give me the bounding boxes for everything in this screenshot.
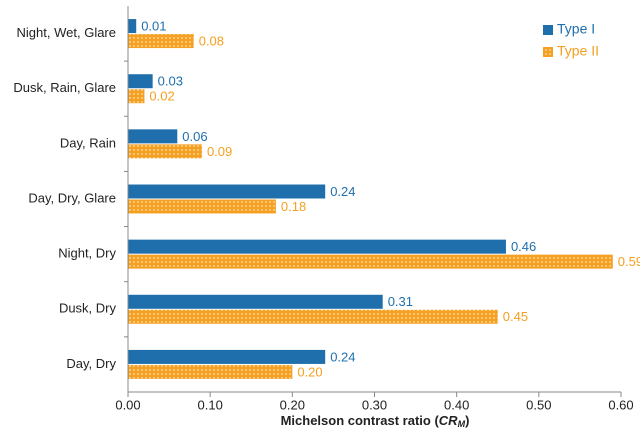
x-tick-label: 0.50 bbox=[526, 397, 551, 412]
value-label: 0.45 bbox=[503, 309, 528, 324]
x-tick-label: 0.20 bbox=[280, 397, 305, 412]
legend-swatch bbox=[543, 47, 553, 57]
y-tick-label: Night, Wet, Glare bbox=[17, 25, 116, 40]
value-label: 0.18 bbox=[281, 199, 306, 214]
bar bbox=[128, 239, 506, 254]
bar bbox=[128, 364, 293, 379]
value-label: 0.24 bbox=[330, 349, 355, 364]
x-tick-label: 0.10 bbox=[198, 397, 223, 412]
bar bbox=[128, 129, 178, 144]
value-label: 0.02 bbox=[149, 89, 174, 104]
y-tick-label: Day, Rain bbox=[60, 135, 116, 150]
bar bbox=[128, 144, 202, 159]
value-label: 0.01 bbox=[141, 19, 166, 34]
x-tick-label: 0.60 bbox=[608, 397, 633, 412]
bar bbox=[128, 199, 276, 214]
legend-label: Type I bbox=[557, 21, 595, 37]
value-label: 0.20 bbox=[297, 364, 322, 379]
value-label: 0.31 bbox=[388, 294, 413, 309]
bar bbox=[128, 349, 326, 364]
bar bbox=[128, 309, 498, 324]
bar bbox=[128, 34, 194, 49]
legend-swatch bbox=[543, 25, 553, 35]
bar bbox=[128, 254, 613, 269]
value-label: 0.24 bbox=[330, 184, 355, 199]
x-tick-label: 0.40 bbox=[444, 397, 469, 412]
x-tick-label: 0.00 bbox=[115, 397, 140, 412]
x-axis-label: Michelson contrast ratio (CRM) bbox=[281, 413, 470, 429]
value-label: 0.06 bbox=[182, 129, 207, 144]
value-label: 0.46 bbox=[511, 239, 536, 254]
y-tick-label: Dusk, Dry bbox=[59, 301, 117, 316]
y-tick-label: Day, Dry, Glare bbox=[28, 190, 116, 205]
y-tick-label: Dusk, Rain, Glare bbox=[13, 80, 116, 95]
bar bbox=[128, 184, 326, 199]
value-label: 0.59 bbox=[618, 254, 640, 269]
y-tick-label: Night, Dry bbox=[58, 246, 116, 261]
value-label: 0.09 bbox=[207, 144, 232, 159]
x-tick-label: 0.30 bbox=[362, 397, 387, 412]
y-tick-label: Day, Dry bbox=[66, 356, 116, 371]
bar bbox=[128, 19, 137, 34]
value-label: 0.03 bbox=[158, 74, 183, 89]
legend-label: Type II bbox=[557, 43, 599, 59]
bar bbox=[128, 74, 153, 89]
bar bbox=[128, 89, 145, 104]
bar bbox=[128, 294, 383, 309]
value-label: 0.08 bbox=[199, 34, 224, 49]
